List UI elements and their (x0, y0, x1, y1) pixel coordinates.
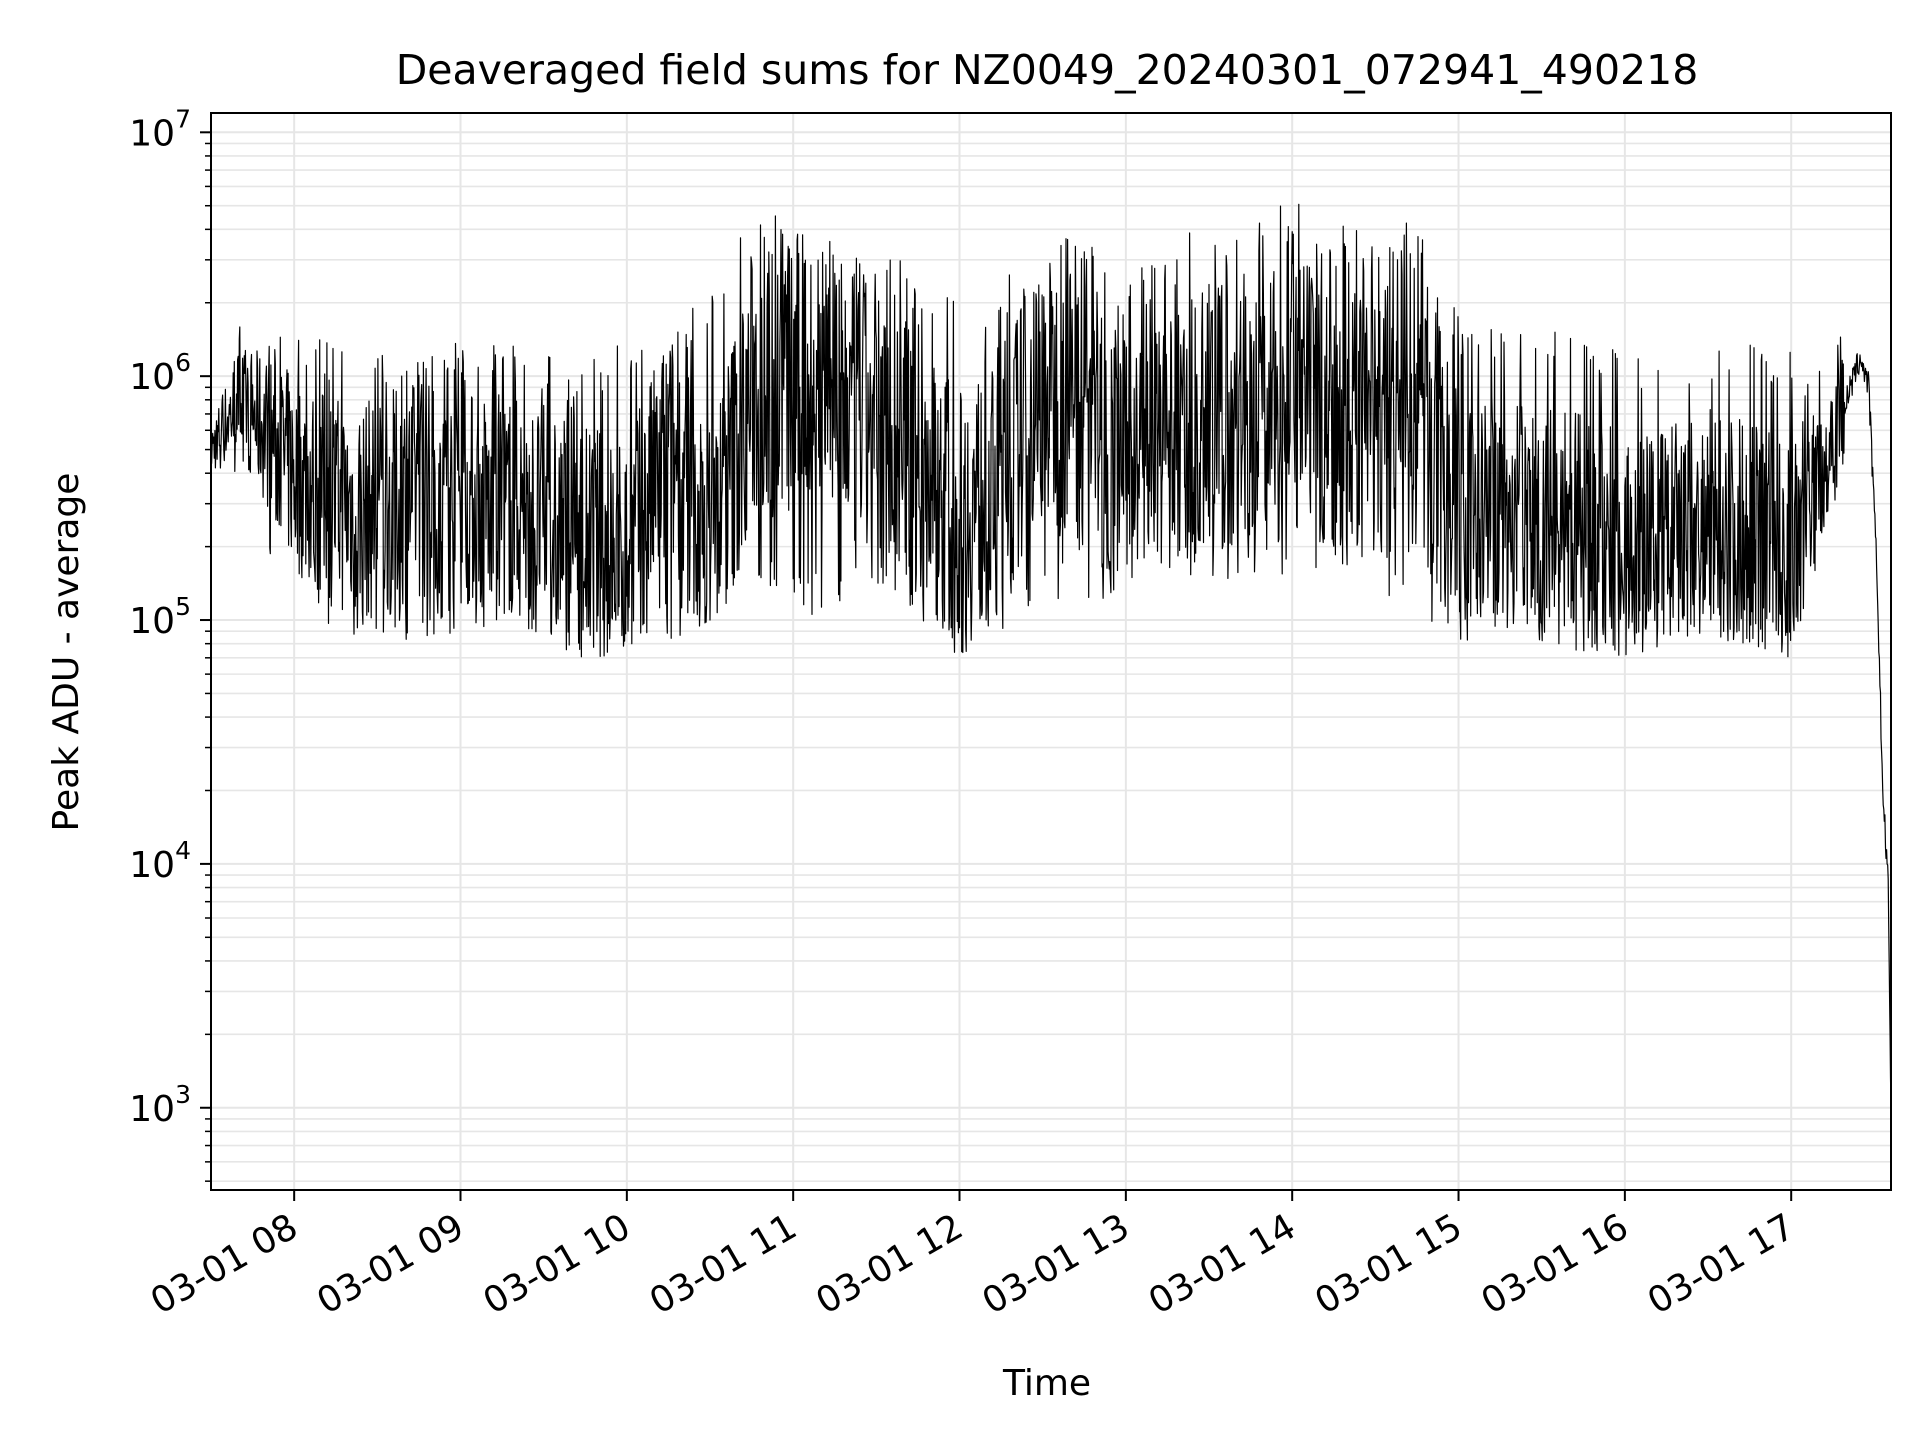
y-tick-exponent: 6 (175, 348, 191, 377)
y-tick-exponent: 5 (175, 592, 191, 621)
series-layer (210, 203, 1892, 1108)
y-tick-label: 105 (129, 592, 191, 642)
y-tick-base: 10 (129, 357, 175, 398)
x-axis-label: Time (1002, 1363, 1091, 1404)
y-tick-base: 10 (129, 845, 175, 886)
y-axis-label: Peak ADU - average (46, 473, 87, 832)
y-tick-exponent: 4 (175, 836, 191, 865)
y-tick-base: 10 (129, 1089, 175, 1130)
series-line (210, 203, 1892, 1108)
y-tick-label: 104 (129, 836, 191, 886)
y-tick-base: 10 (129, 601, 175, 642)
y-tick-base: 10 (129, 113, 175, 154)
y-tick-label: 106 (129, 348, 191, 398)
y-tick-label: 103 (129, 1080, 191, 1130)
y-tick-exponent: 3 (175, 1080, 191, 1109)
chart-title: Deaveraged field sums for NZ0049_2024030… (396, 46, 1699, 94)
y-tick-exponent: 7 (175, 104, 191, 133)
grid (211, 113, 1891, 1190)
y-tick-label: 107 (129, 104, 191, 154)
plot-frame (210, 112, 1892, 1191)
